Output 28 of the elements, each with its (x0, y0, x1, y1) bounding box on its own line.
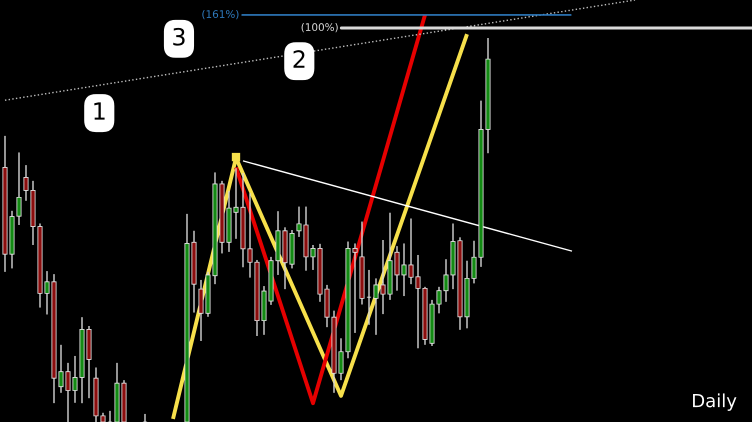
annotation: Daily (693, 393, 736, 411)
annotation: 1 (94, 102, 105, 120)
text: (100%) (302, 23, 338, 32)
candlestick (443, 258, 449, 303)
candlestick (436, 286, 442, 314)
candlestick (16, 152, 22, 226)
candlestick (247, 192, 253, 278)
annotation: 2 (294, 50, 304, 68)
candlestick (58, 344, 64, 394)
candlestick (310, 244, 316, 271)
candlestick (338, 338, 344, 381)
candlestick (100, 412, 106, 422)
candlestick (380, 239, 386, 315)
candlestick (72, 355, 78, 404)
candlestick (44, 270, 50, 316)
candlestick (373, 278, 379, 336)
text: (161%) (202, 10, 238, 20)
candlestick (65, 362, 71, 422)
candlestick (352, 242, 358, 334)
candlestick (408, 218, 414, 285)
candlestick (471, 240, 477, 284)
candlestick (415, 254, 421, 349)
candlestick (401, 242, 407, 297)
annotation: 3 (173, 28, 185, 46)
candlestick (394, 245, 400, 292)
candlestick (23, 164, 29, 202)
candlestick (233, 167, 239, 240)
candlestick (296, 206, 302, 238)
